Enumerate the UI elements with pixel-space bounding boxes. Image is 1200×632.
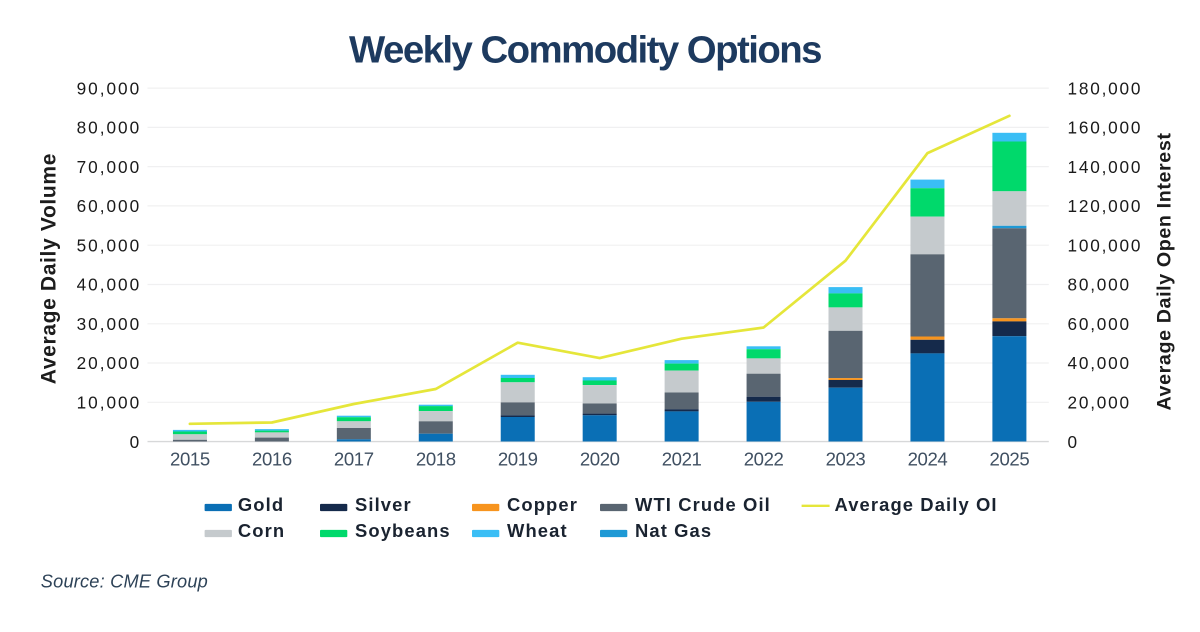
svg-text:30,000: 30,000 <box>77 314 142 334</box>
svg-text:0: 0 <box>1068 432 1079 452</box>
svg-text:2025: 2025 <box>990 449 1030 470</box>
svg-text:10,000: 10,000 <box>77 393 142 413</box>
svg-text:100,000: 100,000 <box>1068 235 1143 255</box>
svg-text:120,000: 120,000 <box>1068 196 1143 216</box>
svg-text:2020: 2020 <box>580 449 620 470</box>
svg-text:2024: 2024 <box>908 449 948 470</box>
svg-text:Source: CME Group: Source: CME Group <box>41 572 208 592</box>
svg-text:140,000: 140,000 <box>1068 157 1143 177</box>
svg-text:2021: 2021 <box>662 449 702 470</box>
svg-text:40,000: 40,000 <box>1068 353 1131 373</box>
svg-text:0: 0 <box>130 432 142 452</box>
svg-text:160,000: 160,000 <box>1068 118 1143 138</box>
svg-text:Average Daily Open Interest: Average Daily Open Interest <box>1153 132 1175 410</box>
svg-text:Corn: Corn <box>238 520 285 541</box>
svg-text:Average Daily Volume: Average Daily Volume <box>37 153 60 384</box>
svg-text:60,000: 60,000 <box>1068 314 1131 334</box>
svg-text:2017: 2017 <box>334 449 374 470</box>
svg-text:20,000: 20,000 <box>1068 393 1131 413</box>
svg-text:Copper: Copper <box>507 494 578 515</box>
svg-text:70,000: 70,000 <box>77 157 142 177</box>
svg-text:WTI Crude Oil: WTI Crude Oil <box>635 494 771 515</box>
svg-text:40,000: 40,000 <box>77 275 142 295</box>
svg-text:50,000: 50,000 <box>77 235 142 255</box>
svg-text:Soybeans: Soybeans <box>355 520 451 541</box>
svg-text:Average Daily OI: Average Daily OI <box>835 494 998 515</box>
svg-text:2015: 2015 <box>170 449 210 470</box>
svg-text:2016: 2016 <box>252 449 292 470</box>
svg-text:180,000: 180,000 <box>1068 78 1143 98</box>
svg-text:2018: 2018 <box>416 449 456 470</box>
svg-text:80,000: 80,000 <box>77 118 142 138</box>
svg-text:Wheat: Wheat <box>507 520 568 541</box>
svg-text:2022: 2022 <box>744 449 784 470</box>
svg-text:Weekly Commodity Options: Weekly Commodity Options <box>349 29 821 72</box>
svg-text:Gold: Gold <box>238 494 284 515</box>
svg-text:60,000: 60,000 <box>77 196 142 216</box>
svg-text:80,000: 80,000 <box>1068 275 1131 295</box>
svg-text:90,000: 90,000 <box>77 78 142 98</box>
svg-text:2019: 2019 <box>498 449 538 470</box>
svg-text:20,000: 20,000 <box>77 353 142 373</box>
svg-text:2023: 2023 <box>826 449 866 470</box>
svg-text:Nat Gas: Nat Gas <box>635 520 712 541</box>
svg-text:Silver: Silver <box>355 494 412 515</box>
